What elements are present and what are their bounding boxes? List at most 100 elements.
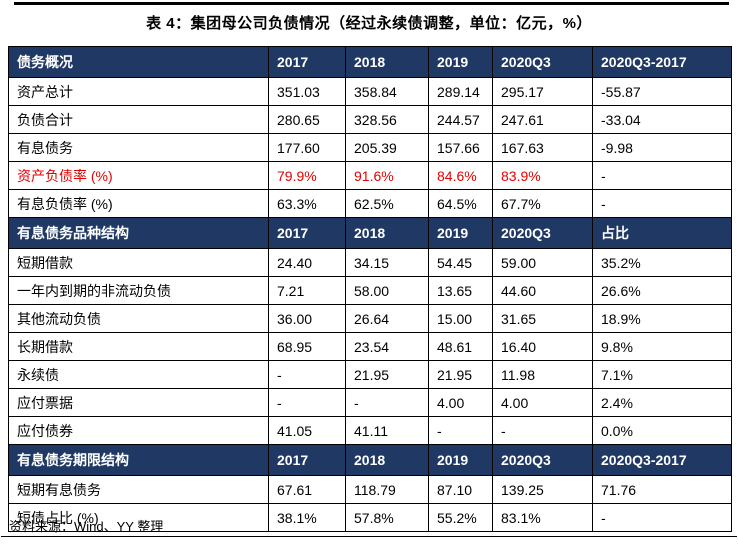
value-cell: 41.05 [268,416,346,445]
value-cell: 87.10 [428,475,493,504]
value-cell: 247.61 [492,105,593,134]
row-label-cell: 应付债券 [8,416,269,445]
value-cell: 4.00 [492,388,593,417]
value-cell: 2019 [428,217,493,249]
value-cell: 177.60 [268,133,346,162]
value-cell: 59.00 [492,248,593,277]
value-cell: 31.65 [492,304,593,333]
value-cell: 67.61 [268,475,346,504]
value-cell: 64.5% [428,189,493,218]
value-cell: - [345,388,429,417]
section-header-row: 债务概况 2017 2018 2019 2020Q3 2020Q3-2017 [8,46,732,78]
row-label-cell: 有息债务品种结构 [8,217,269,249]
value-cell: 38.1% [268,503,346,532]
table-title: 表 4：集团母公司负债情况（经过永续债调整，单位：亿元，%） [146,15,592,32]
value-cell: 2018 [345,444,429,476]
value-cell: 139.25 [492,475,593,504]
value-cell: 2020Q3-2017 [592,46,732,78]
value-cell: 24.40 [268,248,346,277]
value-cell: 7.21 [268,276,346,305]
value-cell: 41.11 [345,416,429,445]
row-label-cell: 债务概况 [8,46,269,78]
table-row: 资产总计 351.03 358.84 289.14 295.17 -55.87 [8,77,732,106]
value-cell: 58.00 [345,276,429,305]
value-cell: 63.3% [268,189,346,218]
value-cell: 295.17 [492,77,593,106]
value-cell: 2018 [345,217,429,249]
value-cell: - [592,189,732,218]
value-cell: 34.15 [345,248,429,277]
value-cell: 占比 [592,217,732,249]
row-label-cell: 永续债 [8,360,269,389]
row-label-cell: 负债合计 [8,105,269,134]
value-cell: 244.57 [428,105,493,134]
value-cell: 62.5% [345,189,429,218]
value-cell: 48.61 [428,332,493,361]
debt-table-body: 债务概况 2017 2018 2019 2020Q3 2020Q3-2017 资产总计 351… [8,46,732,532]
value-cell: -33.04 [592,105,732,134]
value-cell: 21.95 [428,360,493,389]
value-cell: 83.9% [492,161,593,190]
row-label-cell: 有息债务期限结构 [8,444,269,476]
value-cell: 15.00 [428,304,493,333]
value-cell: 36.00 [268,304,346,333]
value-cell: 358.84 [345,77,429,106]
table-row: 应付票据 - -4.00 4.00 2.4% [8,388,732,417]
value-cell: -55.87 [592,77,732,106]
value-cell: 2018 [345,46,429,78]
value-cell: 71.76 [592,475,732,504]
table-row: 有息负债率 (%) 63.3% 62.5% 64.5% 67.7% - [8,189,732,218]
value-cell: 79.9% [268,161,346,190]
value-cell: 2017 [268,217,346,249]
table-row: 资产负债率 (%) 79.9% 91.6% 84.6% 83.9% - [8,161,732,190]
value-cell: 7.1% [592,360,732,389]
value-cell: 84.6% [428,161,493,190]
value-cell: 83.1% [492,503,593,532]
row-label-cell: 应付票据 [8,388,269,417]
row-label-cell: 一年内到期的非流动负债 [8,276,269,305]
bottom-divider-rule [1,536,737,537]
table-row: 一年内到期的非流动负债 7.21 58.00 13.65 44.60 26.6% [8,276,732,305]
row-label-cell: 有息负债率 (%) [8,189,269,218]
table-row: 有息债务 177.60 205.39 157.66 167.63 -9.98 [8,133,732,162]
value-cell: 280.65 [268,105,346,134]
value-cell: 44.60 [492,276,593,305]
value-cell: 205.39 [345,133,429,162]
value-cell: 55.2% [428,503,493,532]
value-cell: 2020Q3 [492,444,593,476]
row-label-cell: 短期借款 [8,248,269,277]
row-label-cell: 短债占比 (%) [8,503,269,532]
table-row: 应付债券 41.05 41.11- -0.0% [8,416,732,445]
value-cell: -9.98 [592,133,732,162]
table-row: 长期借款 68.95 23.54 48.61 16.40 9.8% [8,332,732,361]
value-cell: 0.0% [592,416,732,445]
value-cell: 2.4% [592,388,732,417]
value-cell: 2020Q3-2017 [592,444,732,476]
value-cell: 18.9% [592,304,732,333]
value-cell: 2017 [268,46,346,78]
value-cell: - [492,416,593,445]
value-cell: 2020Q3 [492,46,593,78]
value-cell: - [268,360,346,389]
value-cell: 2020Q3 [492,217,593,249]
debt-table-container: 债务概况 2017 2018 2019 2020Q3 2020Q3-2017 资产总计 351… [8,46,732,532]
value-cell: 157.66 [428,133,493,162]
table-row: 短期有息债务 67.61 118.79 87.10 139.25 71.76 [8,475,732,504]
table-row: 永续债 -21.95 21.95 11.98 7.1% [8,360,732,389]
value-cell: 16.40 [492,332,593,361]
value-cell: 2017 [268,444,346,476]
table-row: 其他流动负债 36.00 26.64 15.00 31.65 18.9% [8,304,732,333]
row-label-cell: 其他流动负债 [8,304,269,333]
value-cell: 23.54 [345,332,429,361]
table-row: 短期借款 24.40 34.15 54.45 59.00 35.2% [8,248,732,277]
value-cell: 26.64 [345,304,429,333]
value-cell: 9.8% [592,332,732,361]
value-cell: - [592,503,732,532]
value-cell: - [592,161,732,190]
data-source-note: 资料来源：Wind、YY 整理 [9,519,164,534]
section-header-row: 有息债务品种结构 2017 2018 2019 2020Q3 占比 [8,217,732,249]
top-divider-rule [14,2,729,5]
value-cell: 26.6% [592,276,732,305]
value-cell: 13.65 [428,276,493,305]
